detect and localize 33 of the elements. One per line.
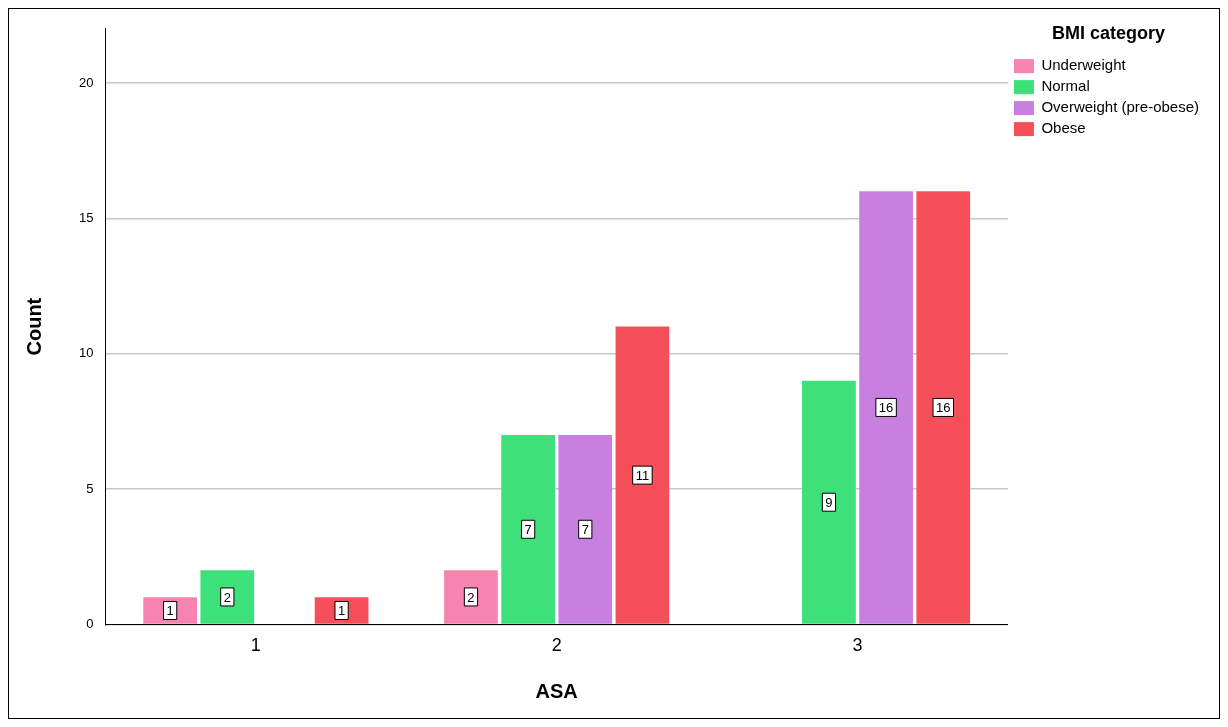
x-tick-label: 1 bbox=[250, 635, 261, 656]
data-label: 2 bbox=[223, 589, 231, 605]
legend-label: Underweight bbox=[1041, 56, 1127, 74]
data-label: 2 bbox=[467, 589, 475, 605]
x-axis-title: ASA bbox=[535, 679, 578, 702]
bar bbox=[615, 326, 670, 624]
data-label: 9 bbox=[825, 494, 833, 510]
bar bbox=[444, 570, 498, 624]
y-tick-label: 20 bbox=[78, 74, 94, 90]
bar bbox=[859, 191, 913, 624]
data-label: 11 bbox=[635, 467, 650, 483]
bar bbox=[558, 434, 613, 624]
y-tick-label: 10 bbox=[78, 345, 94, 361]
x-tick-label: 2 bbox=[551, 635, 562, 656]
bar bbox=[802, 380, 856, 624]
y-tick-label: 15 bbox=[78, 209, 94, 225]
legend-label: Normal bbox=[1041, 77, 1090, 95]
y-tick-label: 0 bbox=[86, 615, 94, 631]
data-label: 7 bbox=[524, 521, 532, 537]
bar bbox=[501, 434, 555, 624]
x-tick-label: 3 bbox=[852, 635, 863, 656]
legend-label: Obese bbox=[1041, 119, 1086, 137]
data-label: 16 bbox=[936, 400, 951, 416]
y-axis-title: Count bbox=[22, 297, 45, 356]
bar bbox=[916, 191, 971, 624]
legend-title: BMI category bbox=[1051, 22, 1165, 43]
bar bbox=[200, 570, 255, 624]
data-label: 7 bbox=[581, 521, 589, 537]
data-label: 1 bbox=[337, 603, 346, 619]
data-label: 16 bbox=[878, 400, 894, 416]
y-tick-label: 5 bbox=[86, 480, 94, 496]
data-label: 1 bbox=[166, 603, 174, 619]
legend-label: Overweight (pre-obese) bbox=[1041, 98, 1200, 116]
